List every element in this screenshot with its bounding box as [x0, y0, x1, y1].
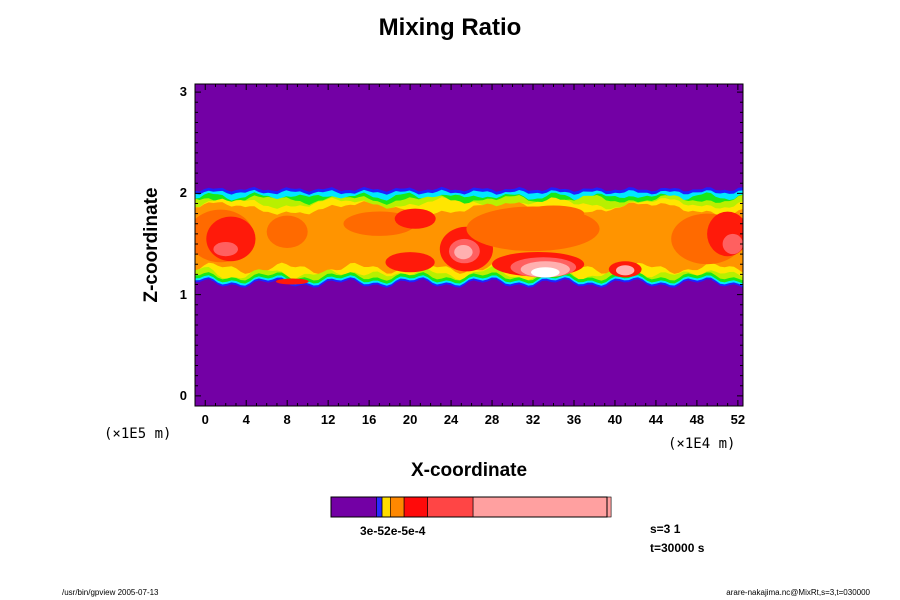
cloud-blob-15	[531, 267, 560, 278]
mixing-ratio-field	[195, 186, 743, 288]
info-line-slice: s=3 1	[650, 522, 681, 536]
colorbar-segment-6	[472, 496, 612, 518]
x-tick-label: 24	[443, 412, 459, 427]
footer-left: /usr/bin/gpview 2005-07-13	[62, 588, 159, 597]
y-tick-label: 2	[179, 185, 187, 201]
plot-frame	[194, 83, 744, 407]
colorbar-tick-label: 3e-52e-5e-4	[360, 524, 426, 538]
cloud-blob-17	[616, 265, 635, 276]
x-axis-label: X-coordinate	[410, 460, 528, 481]
x-tick-label: 12	[320, 412, 336, 427]
chart-title: Mixing Ratio	[378, 14, 522, 41]
x-tick-label: 48	[689, 412, 705, 427]
axis-ticks	[195, 84, 743, 406]
info-panel: s=3 1 t=30000 s	[650, 520, 704, 558]
colorbar-segment-5	[427, 496, 474, 518]
colorbar-segment-2	[381, 496, 391, 518]
x-tick-label: 4	[242, 412, 250, 427]
cloud-blob-6	[385, 252, 435, 273]
y-axis-label: Z-coordinate	[141, 187, 162, 303]
cloud-blob-20	[722, 233, 743, 255]
y-axis-unit: (×1E5 m)	[104, 426, 172, 442]
colorbar-segment-0	[330, 496, 377, 518]
x-tick-label: 20	[402, 412, 418, 427]
colorbar-segment-1	[376, 496, 383, 518]
cloud-blob-21	[275, 278, 309, 285]
x-tick-label: 40	[607, 412, 623, 427]
x-tick-label: 28	[484, 412, 500, 427]
cloud-blob-9	[454, 245, 473, 260]
colorbar-frame	[330, 496, 608, 518]
cloud-blob-5	[394, 208, 436, 229]
colorbar	[330, 496, 612, 518]
colorbar-segment-4	[403, 496, 428, 518]
x-axis-unit: (×1E4 m)	[668, 436, 736, 452]
x-tick-label: 52	[730, 412, 746, 427]
x-tick-label: 36	[566, 412, 582, 427]
y-tick-label: 1	[179, 286, 187, 302]
cloud-blob-11	[522, 205, 585, 222]
x-tick-label: 44	[648, 412, 664, 427]
x-tick-label: 8	[283, 412, 291, 427]
cloud-blob-3	[266, 215, 308, 248]
colorbar-segment-3	[389, 496, 405, 518]
cloud-blob-2	[213, 242, 238, 257]
y-tick-label: 0	[179, 387, 187, 403]
footer-right: arare-nakajima.nc@MixRt,s=3,t=030000	[726, 588, 870, 597]
y-tick-label: 3	[179, 84, 187, 100]
info-line-time: t=30000 s	[650, 541, 705, 555]
x-tick-label: 16	[361, 412, 377, 427]
x-tick-label: 32	[525, 412, 541, 427]
x-tick-label: 0	[201, 412, 209, 427]
